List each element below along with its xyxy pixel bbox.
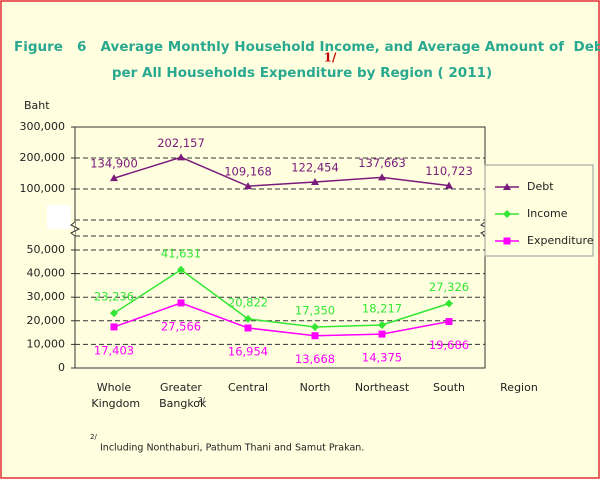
value-label: 16,954 (228, 344, 268, 358)
x-tick-label: North (300, 381, 331, 394)
marker (378, 173, 386, 181)
marker (311, 323, 319, 332)
legend-label: Expenditure (527, 234, 594, 247)
y-tick-label: 200,000 (20, 151, 66, 164)
y-tick-label: 0 (58, 361, 65, 374)
value-label: 202,157 (157, 136, 205, 150)
x-tick-label: Greater Bangkok (156, 381, 207, 410)
marker (445, 318, 453, 326)
y-tick-label: 10,000 (27, 337, 66, 350)
chart-title: per All Households Expenditure by Region… (112, 65, 492, 81)
value-label: 41,631 (161, 246, 201, 260)
marker (503, 210, 511, 218)
value-label: 17,403 (94, 343, 134, 357)
marker (503, 183, 511, 190)
marker (378, 321, 386, 330)
x-tick-label: Whole Kingdom (88, 381, 140, 410)
category-note: 2/ (198, 396, 205, 404)
marker (244, 324, 252, 332)
legend-label: Debt (527, 180, 554, 193)
title-note: 1/ (324, 51, 337, 65)
axis-break (70, 221, 81, 237)
value-label: 13,668 (295, 352, 335, 366)
x-tick-label: Northeast (355, 381, 410, 394)
legend-label: Income (527, 207, 568, 220)
marker (110, 174, 118, 182)
marker (244, 182, 252, 190)
y-tick-label: 50,000 (27, 243, 66, 256)
value-label: 27,326 (429, 280, 469, 294)
value-label: 109,168 (224, 165, 272, 179)
marker (503, 237, 511, 245)
x-tick-label: South (433, 381, 465, 394)
marker (445, 181, 453, 189)
y-tick-label: 40,000 (27, 267, 66, 280)
marker (244, 314, 252, 323)
value-label: 17,350 (295, 304, 335, 318)
y-tick-label: 300,000 (20, 120, 66, 133)
y-tick-label: 100,000 (20, 182, 66, 195)
value-label: 110,723 (425, 164, 473, 178)
marker (110, 323, 118, 331)
y-axis-label: Baht (24, 99, 50, 112)
marker (311, 178, 319, 186)
value-label: 137,663 (358, 156, 406, 170)
series-line (113, 302, 450, 337)
value-label: 20,822 (228, 295, 268, 309)
value-label: 134,900 (90, 157, 138, 171)
x-axis-label: Region (500, 381, 538, 394)
x-tick-label: Central (228, 381, 268, 394)
value-label: 122,454 (291, 161, 339, 175)
marker (378, 330, 386, 338)
footnote-mark: 2/ (90, 433, 97, 441)
series-line (113, 156, 450, 187)
series-line (113, 268, 450, 328)
value-label: 27,566 (161, 319, 201, 333)
marker (445, 299, 453, 308)
chart-title: Figure 6 Average Monthly Household Incom… (14, 39, 600, 55)
marker (177, 153, 185, 161)
mask (47, 205, 71, 229)
y-tick-label: 20,000 (27, 314, 66, 327)
value-label: 19,686 (429, 338, 469, 352)
y-tick-label: 30,000 (27, 290, 66, 303)
footnote: Including Nonthaburi, Pathum Thani and S… (100, 443, 364, 454)
marker (311, 332, 319, 340)
value-label: 23,236 (94, 290, 134, 304)
marker (110, 309, 118, 318)
value-label: 18,217 (362, 302, 402, 316)
value-label: 14,375 (362, 351, 402, 365)
marker (177, 265, 185, 274)
marker (177, 299, 185, 307)
